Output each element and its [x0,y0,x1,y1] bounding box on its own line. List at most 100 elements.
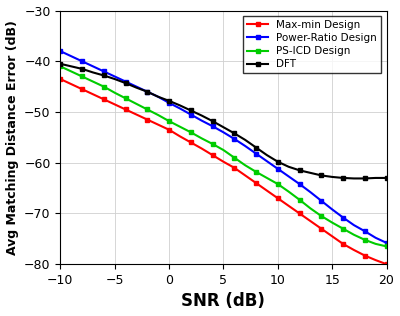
Power-Ratio Design [167,101,172,105]
Max-min Design [243,173,248,177]
PS-ICD Design [373,242,378,246]
PS-ICD Design [232,156,237,160]
Power-Ratio Design [69,54,74,58]
PS-ICD Design [384,245,389,248]
Max-min Design [178,134,182,138]
Max-min Design [58,77,63,81]
Max-min Design [286,204,291,208]
Max-min Design [362,254,367,258]
Max-min Design [221,160,226,164]
PS-ICD Design [167,119,172,123]
DFT [102,74,106,77]
DFT [156,95,160,99]
PS-ICD Design [330,221,334,224]
DFT [167,99,172,103]
Max-min Design [297,211,302,215]
DFT [384,176,389,180]
DFT [264,153,269,157]
Max-min Design [275,196,280,200]
Max-min Design [319,227,324,231]
Power-Ratio Design [199,119,204,123]
DFT [319,173,324,177]
Power-Ratio Design [188,112,193,116]
Power-Ratio Design [330,208,334,211]
DFT [308,171,313,175]
DFT [286,165,291,169]
DFT [243,138,248,142]
PS-ICD Design [319,214,324,218]
PS-ICD Design [69,70,74,73]
DFT [145,90,150,94]
Max-min Design [188,141,193,144]
PS-ICD Design [341,227,346,231]
Max-min Design [341,242,346,246]
Power-Ratio Design [297,182,302,186]
Max-min Design [232,166,237,170]
PS-ICD Design [80,75,84,78]
PS-ICD Design [188,131,193,134]
Power-Ratio Design [341,216,346,219]
Power-Ratio Design [264,159,269,163]
DFT [341,176,346,180]
DFT [69,64,74,68]
Max-min Design [330,234,334,238]
Max-min Design [69,82,74,86]
Line: PS-ICD Design: PS-ICD Design [58,64,388,248]
Max-min Design [102,97,106,101]
DFT [362,177,367,180]
PS-ICD Design [243,163,248,167]
PS-ICD Design [275,182,280,186]
DFT [90,70,95,74]
PS-ICD Design [199,137,204,140]
PS-ICD Design [145,107,150,111]
Line: Max-min Design: Max-min Design [58,77,388,266]
PS-ICD Design [134,102,139,106]
Max-min Design [156,123,160,127]
Power-Ratio Design [352,223,356,227]
PS-ICD Design [178,125,182,129]
DFT [188,109,193,112]
Max-min Design [112,102,117,106]
Power-Ratio Design [90,64,95,68]
Max-min Design [308,219,313,223]
Max-min Design [210,153,215,157]
PS-ICD Design [112,91,117,94]
Max-min Design [352,248,356,252]
Max-min Design [123,107,128,111]
DFT [373,176,378,180]
DFT [199,114,204,118]
Max-min Design [264,189,269,192]
Power-Ratio Design [254,152,258,155]
Power-Ratio Design [362,229,367,233]
PS-ICD Design [156,113,160,117]
DFT [123,81,128,85]
PS-ICD Design [352,233,356,237]
DFT [112,77,117,81]
Power-Ratio Design [373,236,378,240]
Power-Ratio Design [221,131,226,134]
Power-Ratio Design [210,124,215,128]
PS-ICD Design [58,64,63,68]
Line: DFT: DFT [58,62,388,180]
PS-ICD Design [102,85,106,88]
Power-Ratio Design [102,70,106,73]
Power-Ratio Design [384,241,389,245]
DFT [80,67,84,71]
DFT [232,131,237,135]
DFT [58,62,63,66]
Max-min Design [199,147,204,150]
DFT [275,160,280,164]
Power-Ratio Design [308,190,313,194]
DFT [178,104,182,107]
DFT [254,146,258,149]
Power-Ratio Design [58,49,63,53]
PS-ICD Design [362,238,367,242]
PS-ICD Design [221,148,226,152]
Power-Ratio Design [178,106,182,110]
DFT [134,86,139,89]
DFT [330,175,334,179]
Max-min Design [384,262,389,266]
Power-Ratio Design [156,95,160,99]
DFT [352,177,356,180]
X-axis label: SNR (dB): SNR (dB) [182,292,265,310]
